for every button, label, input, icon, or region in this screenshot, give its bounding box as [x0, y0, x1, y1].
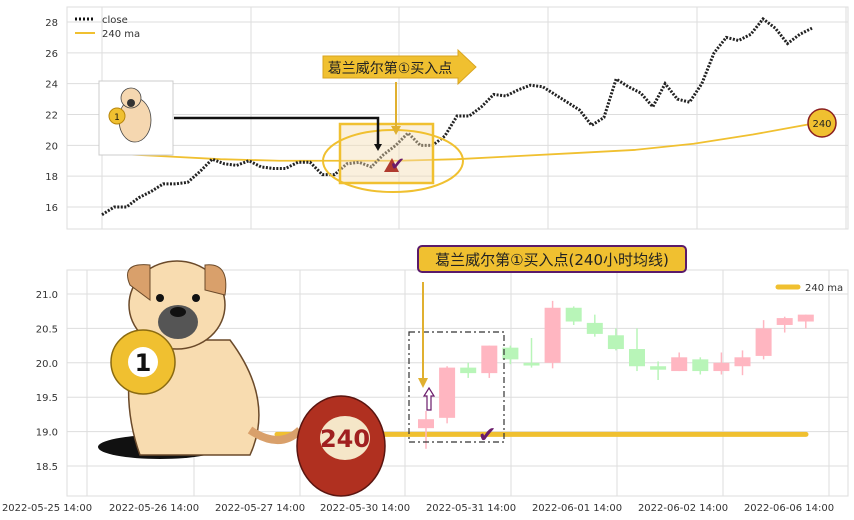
candle-body	[586, 322, 603, 334]
candle-body	[607, 335, 624, 350]
candle-body	[797, 314, 814, 322]
candle	[629, 328, 645, 372]
ma-240-badge: 240	[807, 108, 837, 138]
dog-illustration: 1	[98, 260, 303, 459]
y-tick-label: 16	[45, 203, 58, 214]
candle-body	[713, 362, 730, 372]
ball-one-number: 1	[135, 349, 152, 377]
candle	[776, 316, 793, 333]
candle	[734, 350, 751, 376]
candle	[650, 361, 667, 380]
legend-ma-label: 240 ma	[102, 29, 140, 40]
ball-240-label: 240	[320, 425, 370, 453]
candle	[523, 338, 540, 368]
ball-240: 240	[296, 395, 386, 497]
candle	[586, 314, 603, 337]
candle-body	[460, 367, 477, 374]
candle-body	[629, 349, 645, 367]
candle	[671, 352, 688, 372]
down-arrowhead	[391, 126, 401, 135]
check-icon: ✔	[478, 423, 496, 448]
candle-body	[671, 357, 688, 372]
legend-close-label: close	[102, 15, 128, 26]
connector-arrowhead	[374, 144, 382, 151]
y-tick-label: 19.5	[36, 393, 58, 404]
candle-body	[544, 307, 561, 363]
buy-point-arrow-label: 葛兰威尔第①买入点	[322, 48, 477, 86]
candle-body	[502, 347, 519, 360]
buy-triangle-icon	[384, 158, 399, 172]
x-tick-label: 2022-06-06 14:00	[744, 503, 834, 514]
candle-body	[565, 307, 582, 322]
candle	[439, 366, 456, 424]
candle	[755, 320, 772, 360]
y-tick-label: 18	[45, 172, 58, 183]
check-icon: ✔	[390, 154, 405, 175]
y-tick-label: 20	[45, 141, 58, 152]
ma-series-line	[101, 122, 813, 162]
candle	[713, 352, 730, 375]
x-tick-label: 2022-05-26 14:00	[109, 503, 199, 514]
connector-arrow	[174, 116, 380, 146]
y-tick-label: 26	[45, 49, 58, 60]
x-tick-label: 2022-06-01 14:00	[532, 503, 622, 514]
y-tick-label: 28	[45, 18, 58, 29]
y-tick-label: 21.0	[36, 290, 58, 301]
close-series-line	[101, 16, 813, 216]
candle	[502, 345, 519, 365]
y-tick-label: 20.0	[36, 359, 58, 370]
title-box: 葛兰威尔第①买入点(240小时均线)	[417, 245, 687, 273]
y-tick-label: 22	[45, 111, 58, 122]
y-tick-label: 18.5	[36, 462, 58, 473]
y-tick-label: 20.5	[36, 324, 58, 335]
candle	[797, 314, 814, 329]
x-tick-label: 2022-05-30 14:00	[320, 503, 410, 514]
dog-thumbnail: 1	[98, 80, 174, 156]
candle	[481, 345, 498, 378]
title-label: 葛兰威尔第①买入点(240小时均线)	[435, 251, 669, 269]
candle	[460, 362, 477, 378]
candle-body	[439, 367, 456, 418]
signal-box	[408, 331, 505, 443]
candle-body	[418, 419, 434, 429]
candle-body	[692, 359, 709, 372]
candle-body	[481, 345, 498, 374]
candle-body	[755, 328, 772, 356]
x-tick-label: 2022-05-31 14:00	[426, 503, 516, 514]
bottom-legend: 240 ma	[775, 283, 843, 294]
bottom-chart: 18.5 19.0 19.5 20.0 20.5 21.0 ✔ 240 ma 葛兰威尔第①…	[2, 245, 849, 514]
candle	[544, 300, 561, 369]
candle	[692, 357, 709, 375]
signal-down-arrowhead	[418, 378, 428, 388]
candle-body	[650, 366, 667, 370]
up-arrow-icon	[422, 386, 436, 411]
highlight-ellipse	[322, 129, 464, 193]
legend-ma-label: 240 ma	[805, 283, 843, 294]
candle	[607, 328, 624, 351]
x-tick-label: 2022-05-27 14:00	[215, 503, 305, 514]
x-tick-label: 2022-06-02 14:00	[638, 503, 728, 514]
ball-one-label: 1	[114, 113, 120, 123]
candle	[565, 306, 582, 325]
buy-point-label: 葛兰威尔第①买入点	[328, 60, 453, 77]
candle-body	[776, 318, 793, 325]
ma-badge-label: 240	[812, 119, 831, 130]
candle-body	[734, 357, 751, 367]
y-tick-label: 24	[45, 80, 58, 91]
x-tick-label: 2022-05-25 14:00	[2, 503, 92, 514]
y-tick-label: 19.0	[36, 428, 58, 439]
candle-body	[523, 362, 540, 366]
top-legend: close 240 ma	[75, 15, 140, 40]
